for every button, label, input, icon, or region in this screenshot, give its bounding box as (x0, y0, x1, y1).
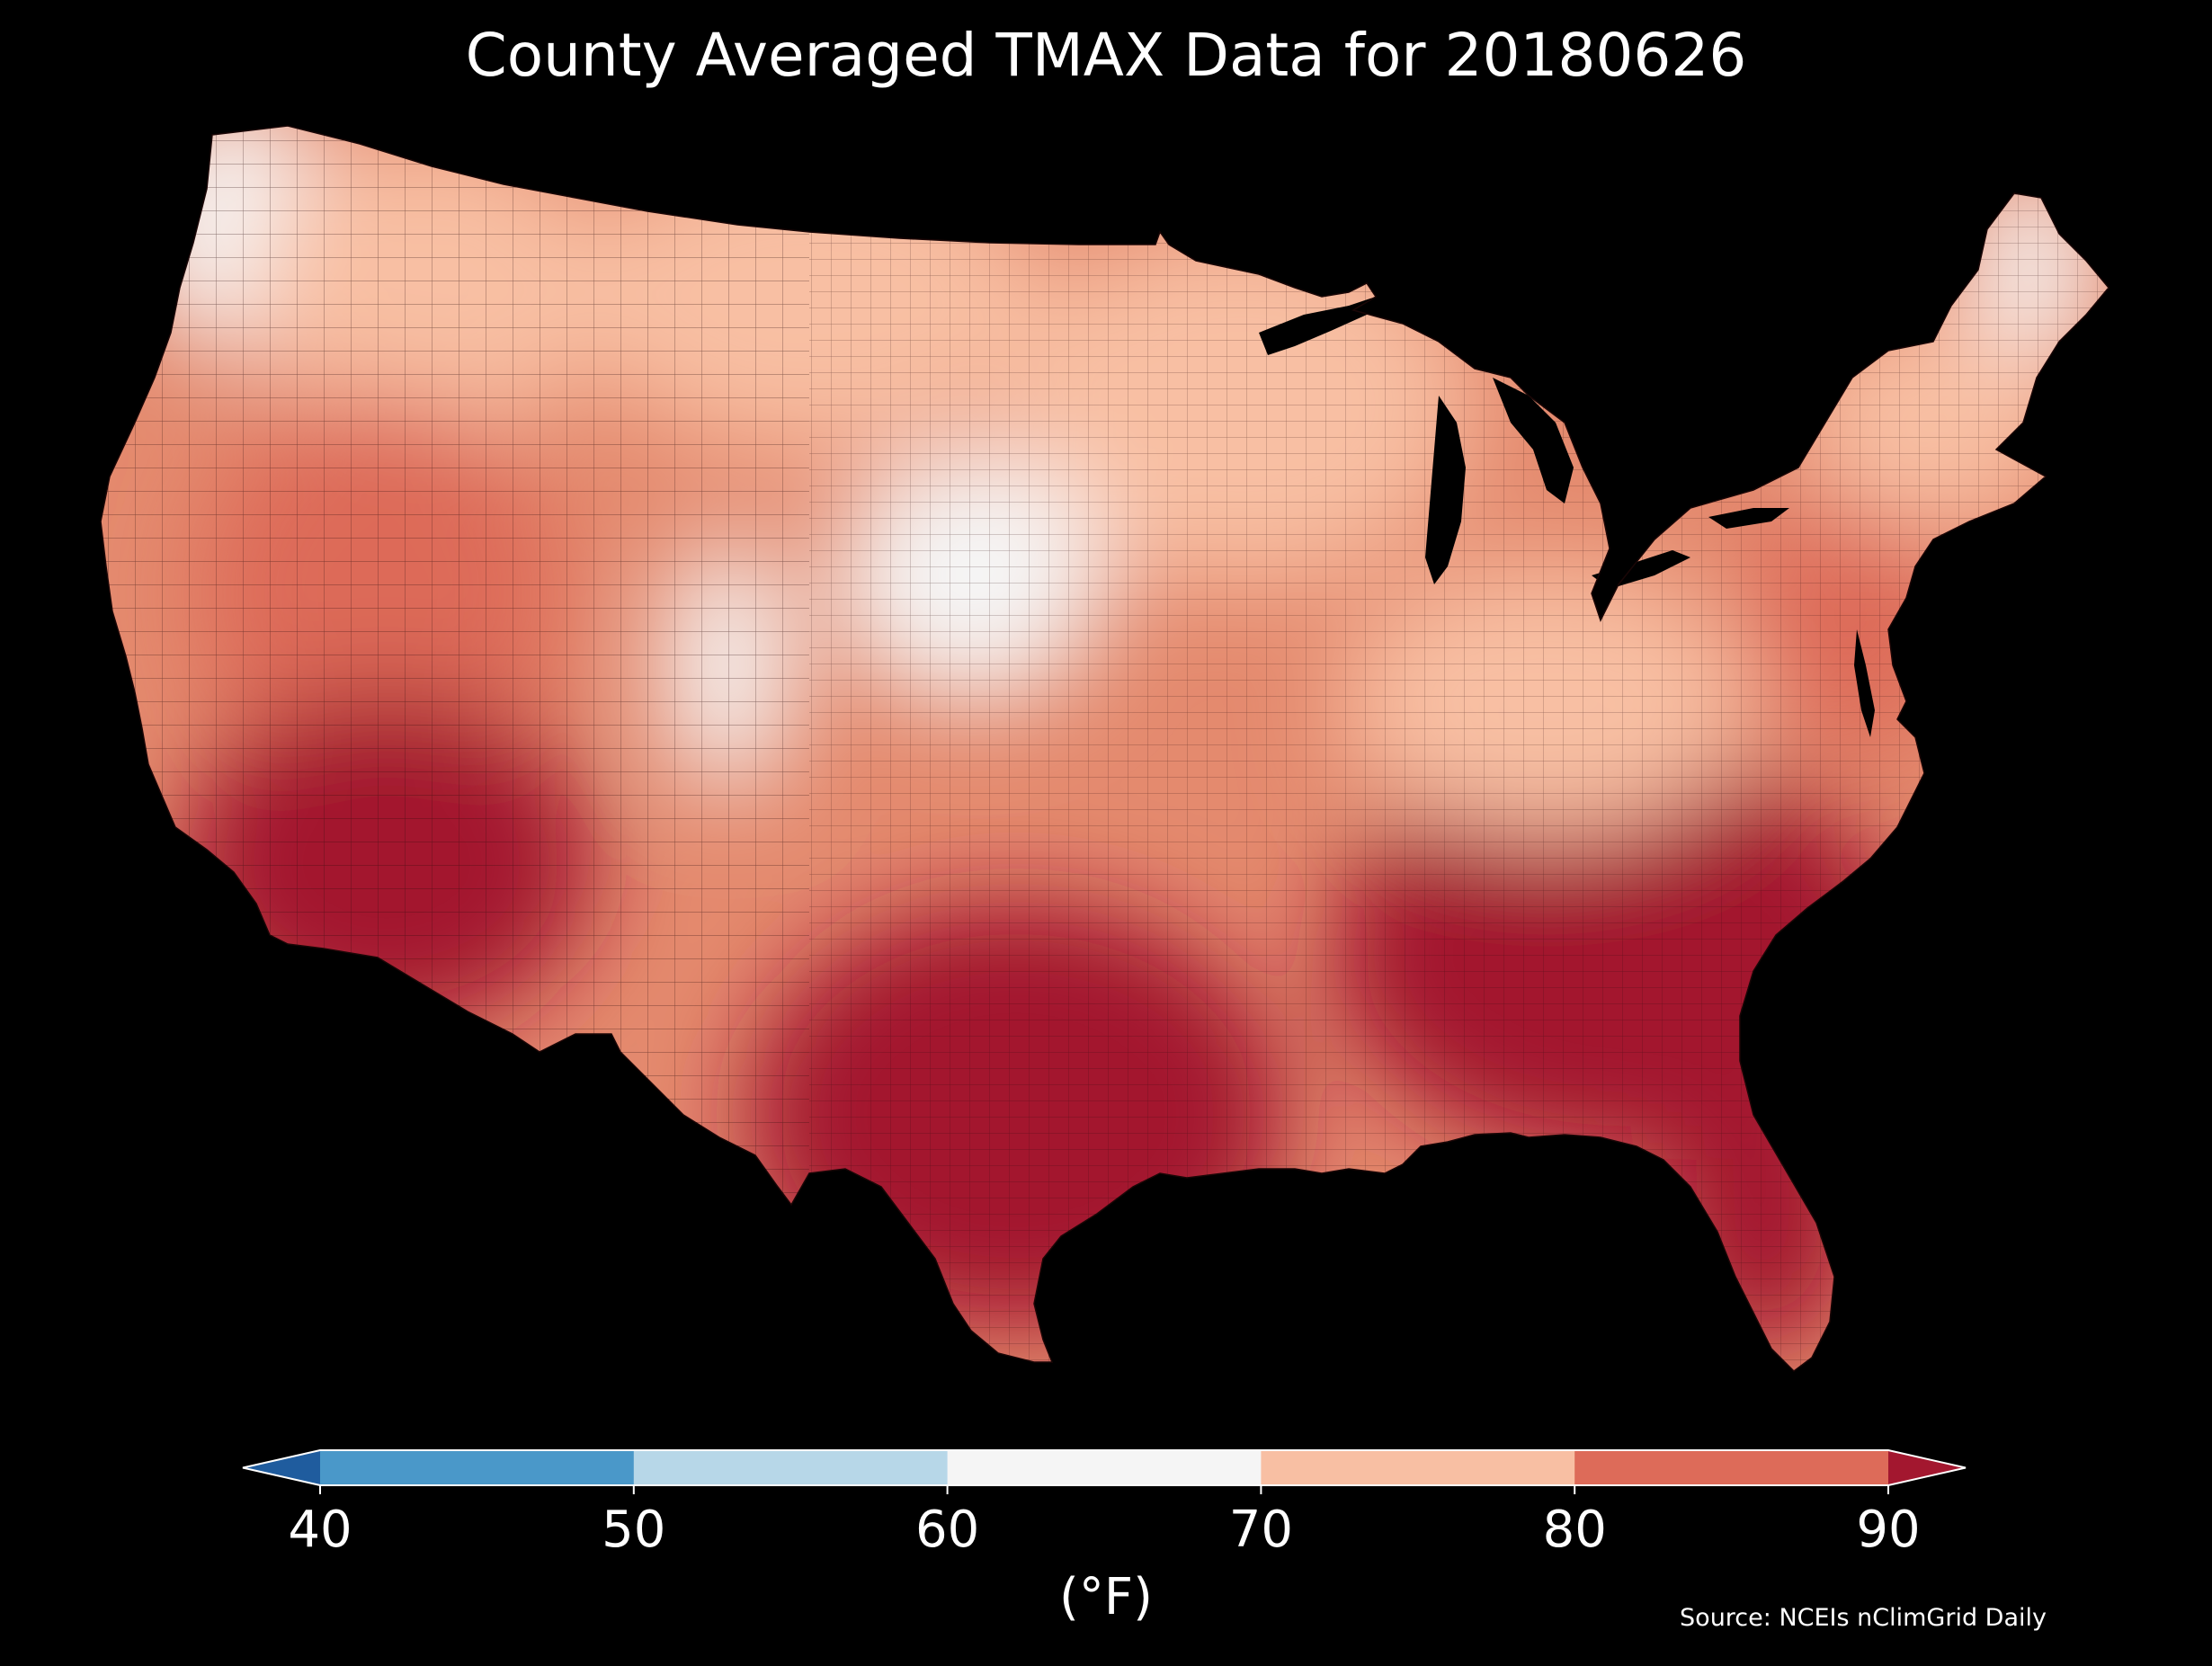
colorbar-tick-label: 80 (1543, 1501, 1607, 1559)
colorbar-bin-60-70 (947, 1450, 1262, 1485)
lake-superior (1259, 297, 1376, 355)
source-attribution: Source: NCEIs nClimGrid Daily (1680, 1604, 2047, 1632)
lake-erie (1592, 550, 1690, 589)
chesapeake-bay (1854, 629, 1875, 737)
colorbar-extend-high (1888, 1450, 1966, 1485)
great-lakes (1259, 297, 1875, 737)
map-title: County Averaged TMAX Data for 20180626 (465, 21, 1747, 90)
colorbar-bin-70-80 (1261, 1450, 1575, 1485)
colorbar-ticks: 40 50 60 70 80 90 (288, 1485, 1921, 1559)
lake-michigan (1425, 396, 1466, 584)
colorbar-bin-80-90 (1574, 1450, 1889, 1485)
lake-huron (1493, 378, 1574, 503)
colorbar-tick-label: 40 (288, 1501, 352, 1559)
colorbar-tick-label: 90 (1856, 1501, 1920, 1559)
colorbar-bins (242, 1449, 1967, 1486)
colorbar-tick-label: 50 (602, 1501, 665, 1559)
colorbar-tick-label: 70 (1229, 1501, 1293, 1559)
colorbar-bin-50-60 (633, 1450, 949, 1485)
colorbar-units-label: (°F) (1059, 1568, 1153, 1626)
lake-ontario (1708, 508, 1789, 529)
colorbar-extend-low (243, 1450, 320, 1485)
colorbar-tick-label: 60 (915, 1501, 979, 1559)
colorbar-bin-40-50 (320, 1450, 635, 1485)
